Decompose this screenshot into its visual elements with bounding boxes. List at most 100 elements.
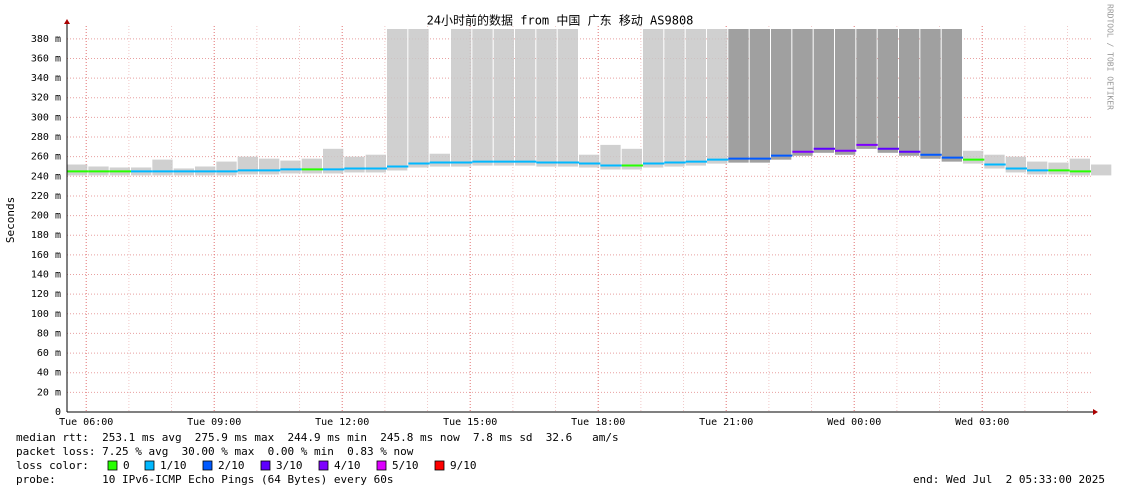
smoke-bar [771, 29, 792, 160]
smoke-bar [899, 29, 920, 156]
smoke-bar [579, 154, 600, 168]
legend-swatch [107, 460, 118, 471]
smoke-bar [941, 29, 962, 162]
y-arrow [64, 19, 70, 24]
y-tick-label: 300 m [31, 112, 61, 123]
smoke-bar [429, 153, 450, 167]
smoke-bar [557, 29, 578, 167]
smoke-bar [984, 154, 1005, 169]
smoke-bar [237, 156, 258, 175]
smoke-bar [152, 159, 173, 176]
smoke-bar [664, 29, 685, 167]
footer-line: packet loss: 7.25 % avg 30.00 % max 0.00… [16, 445, 414, 458]
smoke-bar [216, 161, 237, 176]
smoke-bar [451, 29, 472, 167]
smoke-bar [344, 156, 365, 173]
smoke-bar [67, 164, 88, 176]
y-tick-label: 20 m [37, 387, 61, 398]
smoke-bar [515, 29, 536, 166]
smoke-bar [301, 158, 322, 174]
y-tick-label: 200 m [31, 211, 61, 222]
footer-line: probe: 10 IPv6-ICMP Echo Pings (64 Bytes… [16, 473, 394, 486]
y-tick-label: 120 m [31, 289, 61, 300]
legend-label: 5/10 [392, 459, 419, 472]
smoke-bar [621, 148, 642, 170]
legend-swatch [260, 460, 271, 471]
side-note: RRDTOOL / TOBI OETIKER [1106, 4, 1115, 110]
smoke-bar [728, 29, 749, 163]
smoke-bar [643, 29, 664, 168]
smoke-bar [1005, 156, 1026, 173]
legend-label: 9/10 [450, 459, 477, 472]
chart-title: 24小时前的数据 from 中国 广东 移动 AS9808 [427, 13, 694, 28]
x-tick-label: Tue 21:00 [699, 417, 753, 428]
legend: 0 1/10 2/10 3/10 4/10 5/10 9/10 [107, 459, 477, 472]
y-tick-label: 140 m [31, 270, 61, 281]
smoke-bar [408, 29, 429, 168]
x-tick-label: Tue 12:00 [315, 417, 369, 428]
legend-label: 2/10 [218, 459, 245, 472]
legend-swatch [202, 460, 213, 471]
smoke-bar [1027, 161, 1048, 175]
y-tick-label: 40 m [37, 368, 61, 379]
smoke-bar [856, 29, 877, 149]
smoke-bar [493, 29, 514, 166]
smoke-bar [259, 158, 280, 175]
footer-line: median rtt: 253.1 ms avg 275.9 ms max 24… [16, 431, 619, 444]
end-time: end: Wed Jul 2 05:33:00 2025 [913, 473, 1105, 486]
smoke-bar [323, 148, 344, 174]
smoke-bar [387, 29, 408, 171]
x-tick-label: Tue 09:00 [187, 417, 241, 428]
y-tick-label: 360 m [31, 53, 61, 64]
legend-swatch [144, 460, 155, 471]
y-tick-label: 100 m [31, 309, 61, 320]
footer-line: loss color: [16, 459, 89, 472]
smoke-bar [1048, 162, 1069, 175]
smoke-bar [835, 29, 856, 155]
x-tick-label: Wed 03:00 [955, 417, 1009, 428]
y-tick-label: 320 m [31, 93, 61, 104]
x-tick-label: Wed 00:00 [827, 417, 881, 428]
y-tick-label: 160 m [31, 250, 61, 261]
y-tick-label: 180 m [31, 230, 61, 241]
smoke-bar [280, 160, 301, 174]
legend-swatch [376, 460, 387, 471]
y-tick-label: 220 m [31, 191, 61, 202]
y-tick-label: 280 m [31, 132, 61, 143]
smoke-bar [1091, 164, 1112, 176]
smoke-bar [600, 144, 621, 170]
smoke-bar [536, 29, 557, 167]
smoke-bar [472, 29, 493, 166]
x-tick-label: Tue 18:00 [571, 417, 625, 428]
smoke-bar [365, 154, 386, 173]
smoke-bar [877, 29, 898, 153]
x-arrow [1093, 409, 1098, 415]
legend-label: 0 [123, 459, 130, 472]
smoke-bar [707, 29, 728, 164]
grid-layer: 0 20 m 40 m 60 m 80 m 100 m 120 m 140 m 160 m 180… [31, 26, 1093, 428]
smoke-bar [792, 29, 813, 156]
y-tick-label: 60 m [37, 348, 61, 359]
smoke-bar [813, 29, 834, 153]
y-tick-label: 80 m [37, 328, 61, 339]
legend-label: 1/10 [160, 459, 187, 472]
legend-label: 3/10 [276, 459, 303, 472]
smoke-bar [685, 29, 706, 166]
y-tick-label: 240 m [31, 171, 61, 182]
legend-swatch [434, 460, 445, 471]
y-tick-label: 340 m [31, 73, 61, 84]
y-tick-label: 0 [55, 407, 61, 418]
smoke-bar [963, 150, 984, 164]
x-tick-label: Tue 15:00 [443, 417, 497, 428]
y-tick-label: 260 m [31, 152, 61, 163]
smoke-bar [1069, 158, 1090, 176]
y-axis-label: Seconds [4, 197, 17, 243]
marks-layer [67, 29, 1112, 176]
legend-swatch [318, 460, 329, 471]
y-tick-label: 380 m [31, 34, 61, 45]
legend-label: 4/10 [334, 459, 361, 472]
smoke-bar [749, 29, 770, 163]
smoke-bar [920, 29, 941, 159]
x-tick-label: Tue 06:00 [59, 417, 113, 428]
